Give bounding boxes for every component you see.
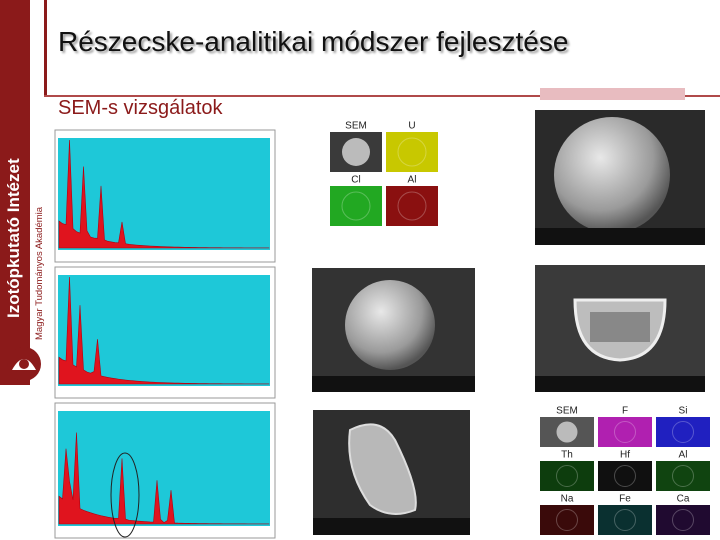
map-label: Cl bbox=[351, 175, 360, 186]
map-label: Hf bbox=[620, 450, 630, 461]
spectrum-plot bbox=[58, 411, 270, 526]
eds-spectra bbox=[54, 129, 276, 539]
map-particle bbox=[614, 509, 636, 531]
slide-title: Részecske-analitikai módszer fejlesztése bbox=[58, 26, 569, 57]
header-rule bbox=[44, 95, 720, 97]
highlight-ring bbox=[110, 452, 140, 538]
map-particle bbox=[556, 421, 578, 443]
sidebar-band bbox=[0, 0, 30, 385]
spectrum-plot bbox=[58, 275, 270, 386]
map-particle bbox=[672, 421, 694, 443]
map-label: Al bbox=[408, 175, 417, 186]
map-particle bbox=[556, 509, 578, 531]
map-label: Ca bbox=[677, 494, 690, 505]
spectrum-trace bbox=[58, 276, 270, 385]
spectrum-trace bbox=[58, 139, 270, 249]
map-label: Si bbox=[679, 406, 688, 417]
map-label: Th bbox=[561, 450, 573, 461]
sem-image bbox=[535, 110, 705, 245]
sidebar-line bbox=[44, 0, 47, 95]
map-label: SEM bbox=[345, 121, 367, 132]
spectrum-trace bbox=[58, 432, 270, 525]
logo bbox=[7, 347, 41, 381]
map-label: F bbox=[622, 406, 628, 417]
map-particle bbox=[397, 191, 427, 221]
slide-subtitle: SEM-s vizsgálatok bbox=[58, 97, 223, 119]
sem-image bbox=[313, 410, 470, 535]
map-particle bbox=[556, 465, 578, 487]
map-particle bbox=[341, 191, 371, 221]
map-particle bbox=[614, 421, 636, 443]
map-particle bbox=[614, 465, 636, 487]
map-particle bbox=[342, 138, 370, 166]
map-label: SEM bbox=[556, 406, 578, 417]
sem-image bbox=[535, 265, 705, 392]
header-accent bbox=[540, 88, 685, 100]
element-maps: SEM U Cl Al SEM F Si Th Hf Al Na Fe Ca bbox=[330, 121, 710, 535]
map-particle bbox=[672, 509, 694, 531]
sem-image bbox=[312, 268, 475, 392]
map-particle bbox=[672, 465, 694, 487]
spectrum-plot bbox=[58, 138, 270, 250]
map-particle bbox=[397, 137, 427, 167]
map-label: Na bbox=[561, 494, 574, 505]
map-label: U bbox=[408, 121, 415, 132]
map-label: Al bbox=[679, 450, 688, 461]
map-label: Fe bbox=[619, 494, 631, 505]
